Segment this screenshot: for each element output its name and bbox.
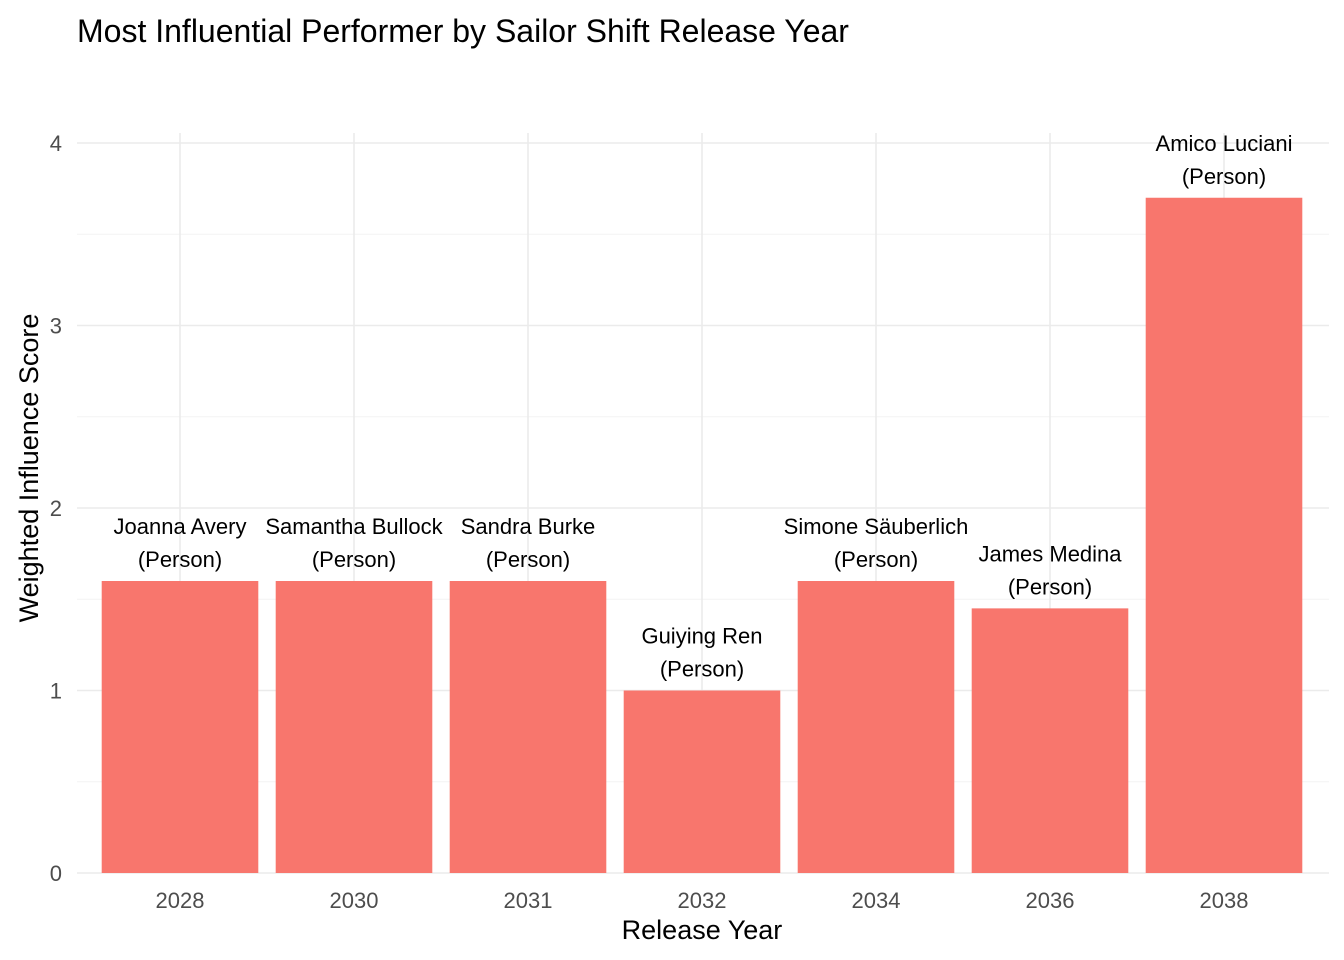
bar-label: Simone Säuberlich (Person) <box>784 514 969 572</box>
bar-label-line: (Person) <box>834 547 918 572</box>
x-tick-label: 2030 <box>330 888 379 913</box>
bar-label: Joanna Avery (Person) <box>114 514 247 572</box>
bar-label-line: (Person) <box>486 547 570 572</box>
x-axis-ticks: 2028 2030 2031 2032 2034 2036 2038 <box>156 888 1249 913</box>
bar-label: Samantha Bullock (Person) <box>265 514 443 572</box>
bar-label-line: Simone Säuberlich <box>784 514 969 539</box>
bar-label-line: (Person) <box>138 547 222 572</box>
bar-label-line: (Person) <box>660 657 744 682</box>
bar-2034 <box>797 581 955 873</box>
x-axis-title: Release Year <box>622 915 783 945</box>
bar-2032 <box>623 690 781 873</box>
x-tick-label: 2036 <box>1026 888 1075 913</box>
x-tick-label: 2032 <box>678 888 727 913</box>
bars <box>101 197 1303 873</box>
y-tick-label: 4 <box>50 131 62 156</box>
bar-label-line: Sandra Burke <box>461 514 596 539</box>
y-tick-label: 1 <box>50 679 62 704</box>
bar-label: Sandra Burke (Person) <box>461 514 596 572</box>
chart-title: Most Influential Performer by Sailor Shi… <box>77 13 849 49</box>
bar-label-line: Amico Luciani <box>1156 131 1293 156</box>
bar-label-line: Joanna Avery <box>114 514 247 539</box>
y-tick-label: 2 <box>50 496 62 521</box>
y-tick-label: 3 <box>50 314 62 339</box>
x-tick-label: 2028 <box>156 888 205 913</box>
bar-label-line: Samantha Bullock <box>265 514 443 539</box>
bar-label-line: (Person) <box>1008 574 1092 599</box>
x-tick-label: 2031 <box>504 888 553 913</box>
bar-label-line: (Person) <box>312 547 396 572</box>
x-tick-label: 2038 <box>1200 888 1249 913</box>
y-axis-ticks: 0 1 2 3 4 <box>50 131 62 886</box>
bar-label-line: James Medina <box>978 541 1122 566</box>
bar-2038 <box>1145 197 1303 873</box>
x-tick-label: 2034 <box>852 888 901 913</box>
bar-2031 <box>449 581 607 873</box>
y-axis-title: Weighted Influence Score <box>14 314 44 623</box>
bar-label: James Medina (Person) <box>978 541 1122 599</box>
bar-label-line: Guiying Ren <box>641 624 762 649</box>
bar-2036 <box>971 608 1129 873</box>
bar-labels: Joanna Avery (Person) Samantha Bullock (Per… <box>114 131 1293 682</box>
bar-2030 <box>275 581 433 873</box>
bar-label-line: (Person) <box>1182 164 1266 189</box>
bar-label: Guiying Ren (Person) <box>641 624 762 682</box>
y-tick-label: 0 <box>50 861 62 886</box>
bar-2028 <box>101 581 259 873</box>
bar-label: Amico Luciani (Person) <box>1156 131 1293 189</box>
